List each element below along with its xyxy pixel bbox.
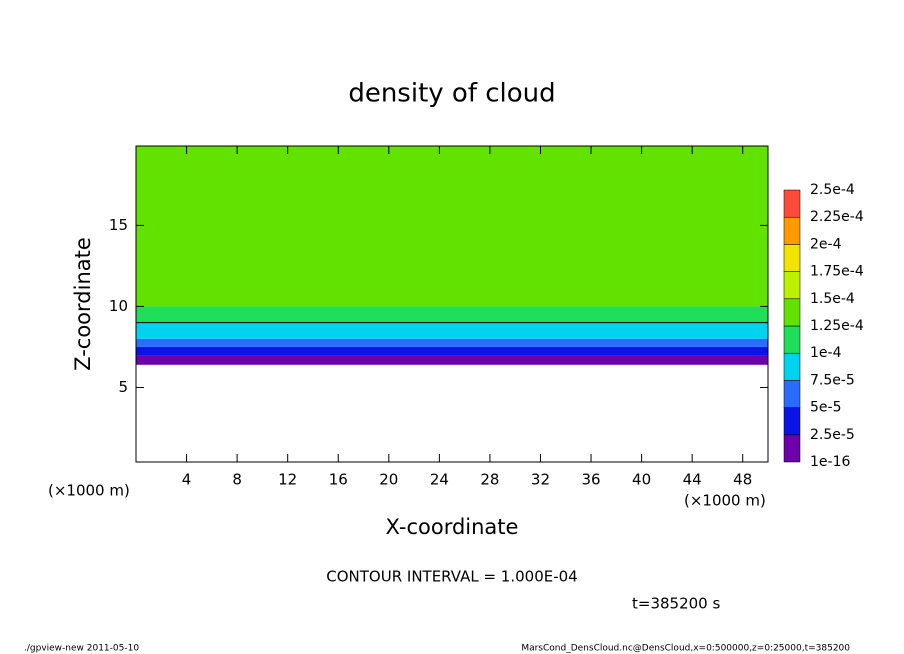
colorbar-label: 1.5e-4 [810,291,855,307]
x-tick-label: 8 [232,471,242,489]
time-label: t=385200 s [632,595,720,613]
x-tick-label: 48 [733,471,752,489]
colorbar-swatch [783,352,801,381]
colorbar-label: 5e-5 [810,400,841,416]
colorbar-label: 7.5e-5 [810,372,855,388]
x-tick-label: 28 [480,471,499,489]
x-tick-label: 44 [683,471,702,489]
colorbar-label: 2.5e-5 [810,427,855,443]
plot-frame [135,145,769,463]
field-band [136,355,768,365]
field-band [136,146,768,307]
colorbar-swatch [783,298,801,327]
x-tick-label: 32 [531,471,550,489]
colorbar-swatch [783,380,801,408]
colorbar-swatch [783,244,801,272]
footer-left: ./gpview-new 2011-05-10 [24,644,139,654]
x-tick-label: 36 [581,471,600,489]
colorbar-label: 1e-16 [810,454,850,470]
footer-right: MarsCond_DensCloud.nc@DensCloud,x=0:5000… [521,644,850,654]
y-axis-label: Z-coordinate [71,237,95,371]
chart-title: density of cloud [348,79,555,109]
x-tick-label: 24 [430,471,449,489]
colorbar-swatch [783,325,801,354]
colorbar-label: 2e-4 [810,236,842,252]
field-band [136,338,768,347]
field-band [136,306,768,323]
colorbar-swatch [783,216,801,245]
x-unit-right: (×1000 m) [684,492,766,510]
colorbar-swatch [783,434,801,463]
colorbar-swatch [783,189,801,218]
colorbar-swatch [783,407,801,436]
y-tick-label: 5 [118,378,128,396]
x-tick-label: 16 [329,471,348,489]
y-tick-label: 15 [109,216,128,234]
x-axis-label: X-coordinate [386,515,519,539]
colorbar-swatch [783,271,801,300]
x-tick-label: 12 [278,471,297,489]
colorbar-label: 1.75e-4 [810,264,864,280]
colorbar-label: 1.25e-4 [810,318,864,334]
x-unit-left: (×1000 m) [48,482,130,500]
x-tick-label: 4 [182,471,192,489]
y-tick-label: 10 [109,297,128,315]
field-band [136,322,768,339]
colorbar-label: 2.5e-4 [810,182,855,198]
x-tick-label: 20 [379,471,398,489]
colorbar-label: 1e-4 [810,345,842,361]
contour-interval: CONTOUR INTERVAL = 1.000E-04 [326,568,577,586]
x-tick-label: 40 [632,471,651,489]
colorbar-label: 2.25e-4 [810,209,864,225]
field-band [136,346,768,356]
